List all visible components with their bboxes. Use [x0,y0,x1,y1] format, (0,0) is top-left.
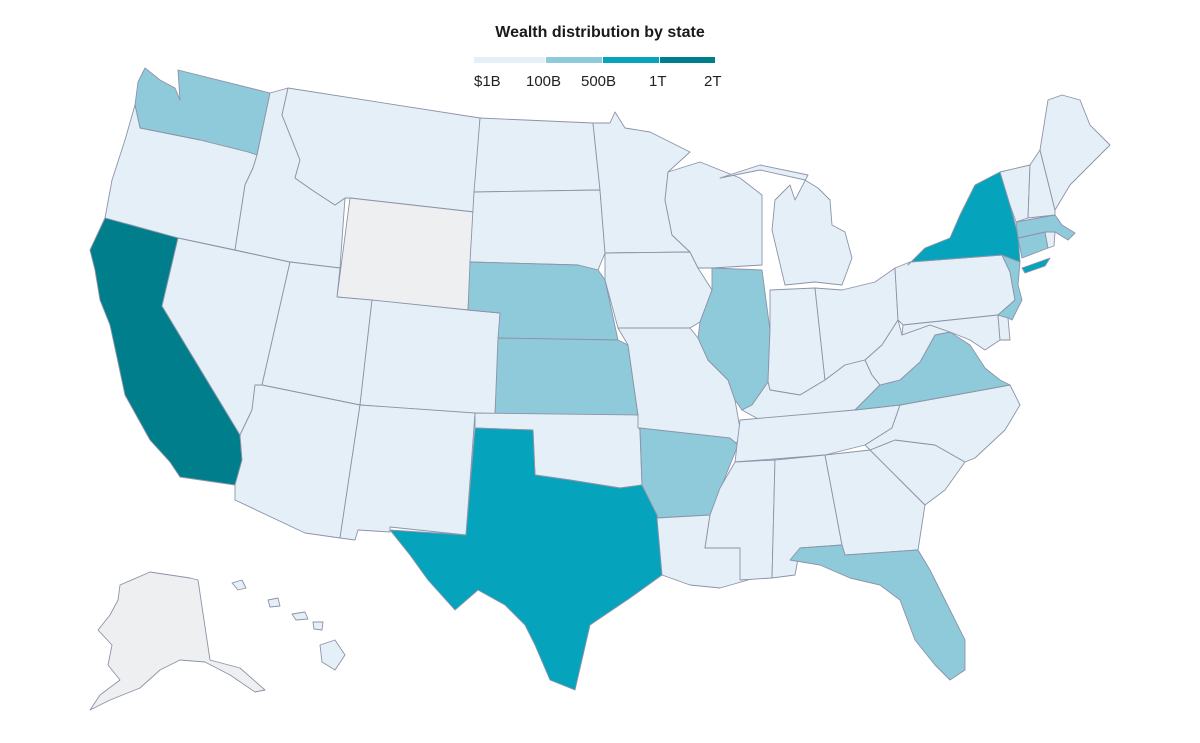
state-nc[interactable] [864,384,1021,463]
state-mi[interactable] [719,164,853,286]
legend-label-2t: 2T [704,73,722,90]
state-co[interactable] [359,299,501,416]
state-nh[interactable] [1027,149,1056,219]
state-mo[interactable] [617,327,743,446]
state-wv[interactable] [864,319,951,386]
legend-bar-1 [474,57,545,63]
state-vt[interactable] [999,164,1031,223]
map-title: Wealth distribution by state [495,24,705,41]
state-wy[interactable] [336,197,475,311]
legend-label-100b: 100B [526,73,562,90]
state-ks[interactable] [494,337,639,416]
state-fl[interactable] [789,544,966,681]
legend-label-1b: $1B [474,73,501,90]
state-nd[interactable] [473,117,601,193]
state-nj[interactable] [997,254,1023,321]
state-tx[interactable] [389,427,663,691]
legend: $1B 100B 500B 1T 2T [474,57,724,97]
state-nm[interactable] [339,404,476,541]
state-ma[interactable] [1015,214,1076,241]
legend-bar-3 [603,57,659,63]
state-me[interactable] [1039,94,1111,211]
state-hi[interactable] [231,579,346,671]
state-pa[interactable] [894,254,1016,326]
legend-bar-2 [546,57,602,63]
state-de[interactable] [997,314,1011,341]
legend-label-500b: 500B [581,73,617,90]
state-az[interactable] [234,384,361,539]
legend-label-1t: 1T [649,73,667,90]
legend-bar-4 [660,57,715,63]
state-ak[interactable] [89,571,266,711]
state-sd[interactable] [469,189,606,271]
